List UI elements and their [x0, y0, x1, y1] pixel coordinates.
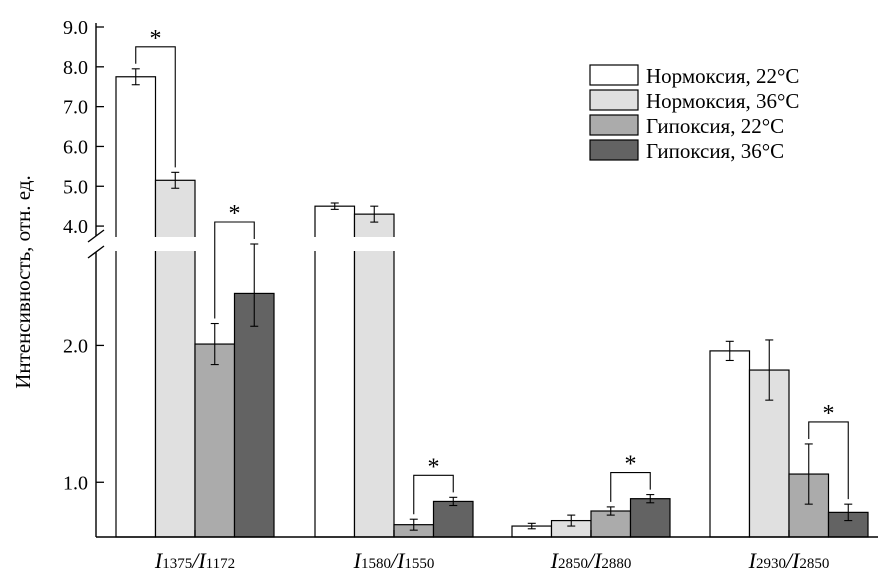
legend-swatch [589, 139, 639, 161]
error-bar-0-3 [725, 340, 734, 362]
bar-1-0 [154, 179, 196, 538]
axis-break-mark-bottom [87, 245, 105, 259]
bar-3-0 [233, 292, 275, 538]
error-bar-0-2 [527, 522, 536, 530]
error-bar-3-2 [646, 494, 655, 504]
significance-star: * [229, 201, 241, 227]
error-bar-1-0 [171, 171, 180, 189]
significance-bracket-0: * [135, 26, 176, 168]
legend-swatch [589, 114, 639, 136]
bar-0-0 [115, 76, 157, 538]
y-tick-label-4: 6.0 [63, 136, 88, 158]
bar-3-2 [629, 498, 671, 538]
legend-item-1: Нормоксия, 36°C [589, 89, 799, 113]
legend-label: Нормоксия, 36°C [646, 89, 799, 113]
significance-star: * [625, 452, 637, 478]
significance-line [214, 221, 255, 319]
error-bar-0-1 [330, 202, 339, 210]
y-tick-label-5: 7.0 [63, 97, 88, 119]
x-category-label-0: I1375/I1172 [154, 548, 235, 573]
error-bar-1-1 [370, 205, 379, 223]
significance-star: * [823, 401, 835, 427]
y-tick-label-3: 5.0 [63, 176, 88, 198]
significance-bracket-4: * [808, 401, 849, 500]
x-category-label-3: I2930/I2850 [748, 548, 830, 573]
y-tick-label-1: 2.0 [63, 335, 88, 357]
error-bar-2-1 [409, 518, 418, 531]
bar-2-0 [194, 343, 236, 538]
legend-item-2: Гипоксия, 22°C [589, 114, 784, 138]
x-category-label-2: I2850/I2880 [550, 548, 632, 573]
y-tick-label-2: 4.0 [63, 216, 88, 238]
significance-star: * [150, 26, 162, 52]
legend-item-0: Нормоксия, 22°C [589, 64, 799, 88]
legend-swatch [589, 64, 639, 86]
y-tick-label-6: 8.0 [63, 57, 88, 79]
y-axis-label: Интенсивность, отн. ед. [11, 175, 35, 389]
legend-label: Гипоксия, 22°C [646, 114, 784, 138]
significance-bracket-2: * [413, 454, 454, 515]
significance-bracket-1: * [214, 201, 255, 319]
bar-3-1 [432, 500, 474, 538]
error-bar-2-3 [804, 443, 813, 505]
error-bar-3-0 [250, 243, 259, 327]
error-bar-1-2 [567, 514, 576, 527]
legend-label: Нормоксия, 22°C [646, 64, 799, 88]
legend-swatch [589, 89, 639, 111]
significance-star: * [428, 454, 440, 480]
significance-line [808, 421, 849, 500]
y-tick-label-0: 1.0 [63, 472, 88, 494]
error-bar-2-0 [210, 322, 219, 366]
error-bar-2-2 [606, 506, 615, 516]
axis-break-band [97, 237, 879, 251]
y-tick-label-7: 9.0 [63, 17, 88, 39]
error-bar-3-3 [844, 503, 853, 522]
legend-label: Гипоксия, 36°C [646, 139, 784, 163]
error-bar-1-3 [765, 339, 774, 401]
x-category-label-1: I1580/I1550 [353, 548, 435, 573]
bar-0-1 [314, 205, 356, 538]
axis-break-mark-top [87, 229, 105, 243]
error-bar-3-1 [449, 496, 458, 507]
significance-line [610, 472, 651, 502]
significance-bracket-3: * [610, 452, 651, 502]
error-bar-0-0 [131, 68, 140, 86]
legend-item-3: Гипоксия, 36°C [589, 139, 784, 163]
bar-1-1 [353, 213, 395, 538]
significance-line [135, 46, 176, 168]
bar-0-3 [709, 350, 751, 538]
significance-line [413, 474, 454, 515]
